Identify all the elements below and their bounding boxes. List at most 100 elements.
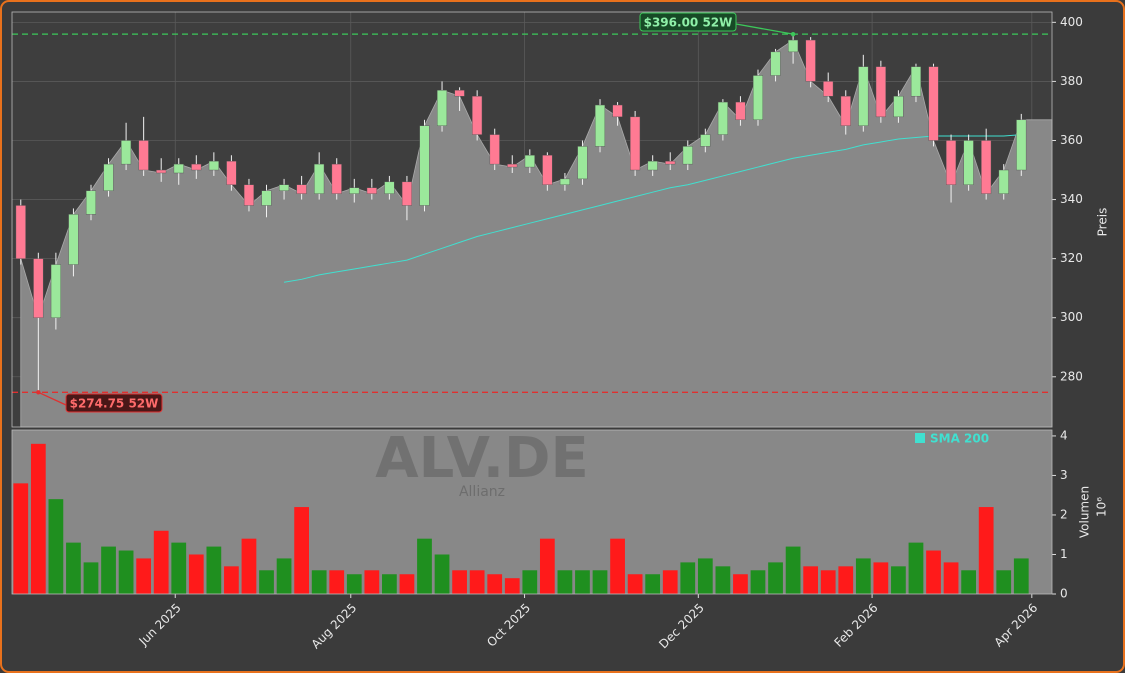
axes-frame (11, 429, 1053, 595)
y-tick-label: 380 (1060, 74, 1083, 88)
volume-bar (855, 558, 871, 594)
candle-body (577, 146, 588, 180)
volume-bar (592, 570, 608, 594)
candle-body (946, 140, 957, 185)
y-tick-label: 1 (1060, 547, 1068, 561)
volume-bar (996, 570, 1012, 594)
candle-body (893, 95, 904, 118)
volume-bar (803, 566, 819, 594)
volume-bar (329, 570, 345, 594)
volume-bar (943, 562, 959, 594)
candle-body (314, 163, 325, 194)
volume-bar (662, 570, 678, 594)
candle-body (121, 140, 132, 165)
y-tick-label: 280 (1060, 369, 1083, 383)
volume-bar (101, 546, 116, 594)
volume-bar (680, 562, 696, 594)
volume-bar (961, 570, 976, 594)
annotation-box (65, 393, 163, 413)
volume-bar (434, 554, 450, 594)
volume-bar (820, 570, 836, 594)
annotation-arrow (735, 23, 794, 35)
y-tick-label: 320 (1060, 251, 1083, 265)
candle-body (103, 163, 114, 191)
candle-body (928, 66, 939, 141)
candle-body (384, 181, 395, 194)
volume-bar (733, 574, 748, 594)
volume-bar (873, 562, 889, 594)
candle-body (805, 39, 816, 82)
volume-bar (118, 550, 134, 594)
candle-body (735, 101, 746, 121)
volume-bar (30, 443, 46, 594)
candle-body (998, 169, 1009, 194)
candle-body (630, 116, 641, 171)
annotation-arrow (38, 391, 67, 406)
volume-bar (364, 570, 380, 594)
candle-body (366, 187, 377, 194)
candle-body (665, 160, 676, 165)
y-tick-label: 300 (1060, 310, 1083, 324)
annotation-box (639, 12, 737, 32)
candle-body (489, 134, 500, 165)
volume-bar (697, 558, 713, 594)
volume-bar (926, 550, 941, 594)
volume-bar (13, 483, 29, 594)
annotation-label: $396.00 52W (644, 16, 733, 30)
candle-body (279, 184, 290, 191)
annotation-label: $274.75 52W (70, 397, 159, 411)
candle-body (15, 205, 26, 259)
candle-body (910, 66, 921, 97)
candle-body (349, 187, 360, 194)
candle-body (85, 190, 97, 215)
candle-body (33, 258, 44, 318)
y-tick-label: 360 (1060, 133, 1083, 147)
volume-bar (838, 566, 854, 594)
annotation-arrowhead (790, 31, 796, 37)
volume-bar (575, 570, 590, 594)
candle-body (524, 155, 535, 168)
volume-bar (452, 570, 467, 594)
candle-body (963, 140, 974, 185)
axis-scale-label: 10⁶ (1095, 497, 1109, 517)
y-tick-label: 2 (1060, 507, 1068, 521)
volume-bar (610, 538, 625, 594)
volume-bar (83, 562, 99, 594)
volume-bar (978, 507, 994, 594)
candle-body (156, 169, 167, 174)
candle-body (823, 81, 834, 97)
volume-bar (66, 542, 81, 594)
candle-body (770, 51, 781, 76)
y-axis-label: Preis (1096, 208, 1110, 237)
y-tick-label: 340 (1060, 192, 1083, 206)
y-tick-label: 0 (1060, 587, 1068, 601)
candle-body (507, 163, 518, 168)
candle-body (331, 163, 342, 194)
legend-swatch (915, 433, 925, 443)
candle-body (700, 134, 711, 147)
candle-body (419, 125, 430, 206)
volume-bar (294, 507, 309, 594)
y-axis-label: Volumen (1078, 486, 1092, 538)
candle-body (647, 160, 658, 171)
candle-body (472, 95, 483, 135)
candle-body (788, 39, 799, 53)
volume-bar (241, 538, 257, 594)
volume-bar (1013, 558, 1029, 594)
volume-bar (276, 558, 292, 594)
volume-bar (539, 538, 555, 594)
y-tick-label: 4 (1060, 428, 1068, 442)
watermark: Allianz (459, 484, 505, 500)
volume-bar (224, 566, 239, 594)
volume-bar (785, 546, 801, 594)
legend-label: SMA 200 (930, 432, 989, 446)
volume-bar (715, 566, 731, 594)
candle-body (542, 155, 553, 185)
candle-body (717, 101, 728, 135)
volume-bar (557, 570, 573, 594)
candle-body (261, 190, 272, 206)
candle-body (454, 90, 465, 97)
volume-bar (891, 566, 906, 594)
annotation-arrowhead (36, 390, 41, 395)
